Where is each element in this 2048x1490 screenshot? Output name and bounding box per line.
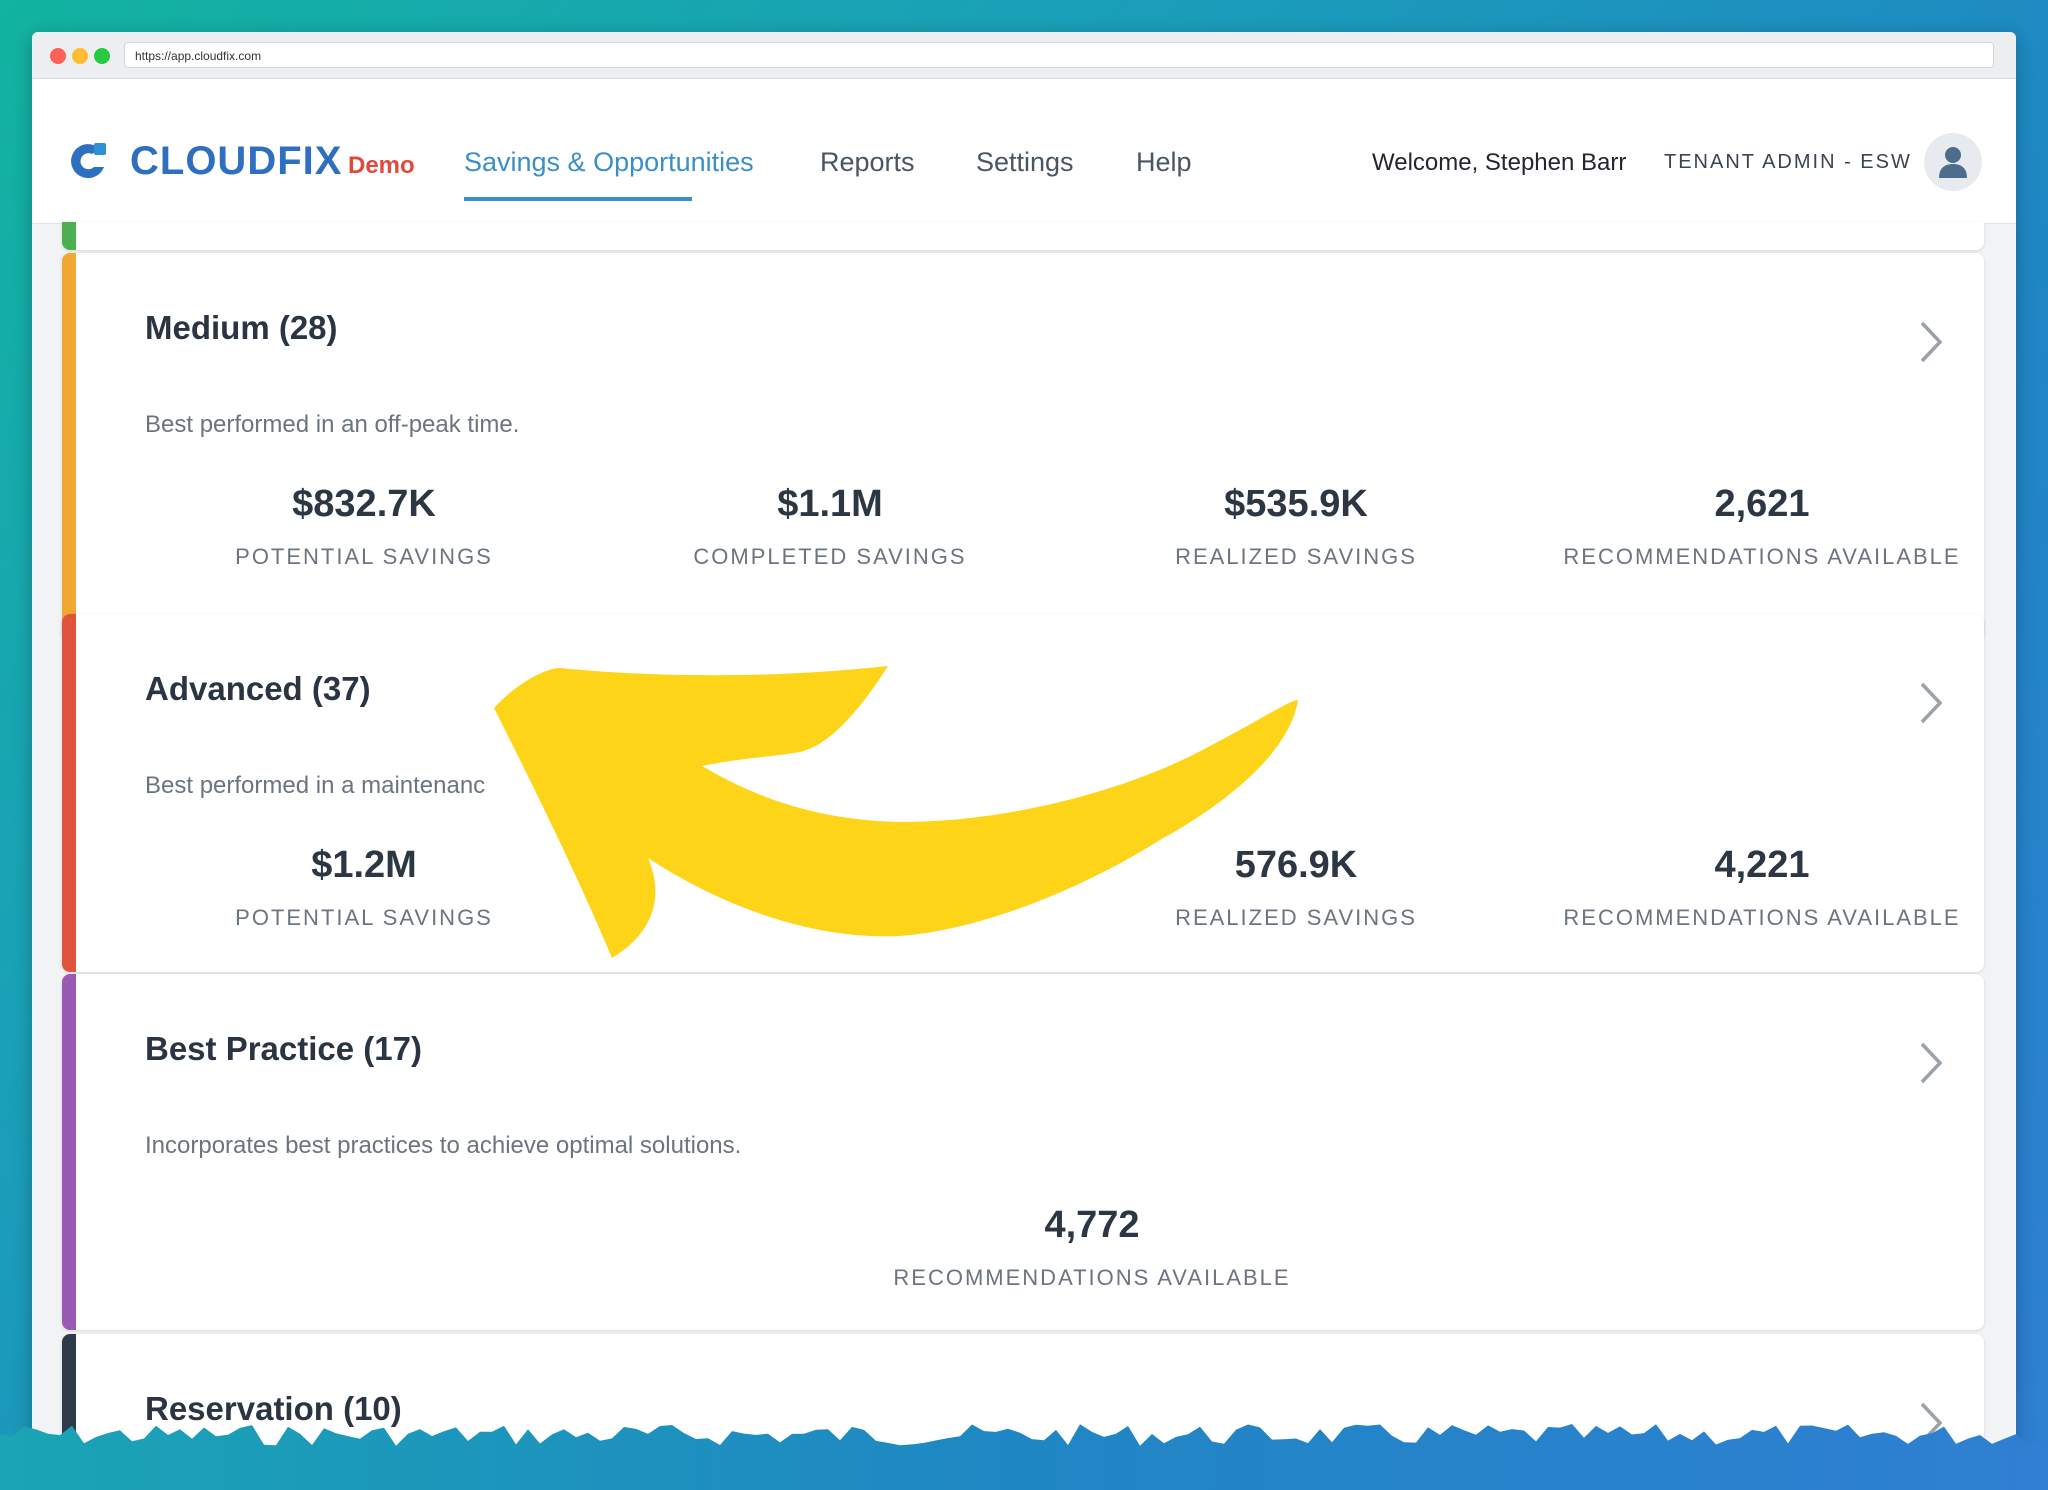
stat-recommendations: 4,221 RECOMMENDATIONS AVAILABLE: [1532, 844, 1984, 931]
stat-value: 4,772: [1044, 1204, 1140, 1246]
chevron-right-icon[interactable]: [1916, 1040, 1946, 1086]
stat-label: RECOMMENDATIONS AVAILABLE: [1563, 905, 1961, 930]
category-card-medium[interactable]: Medium (28) Best performed in an off-pea…: [62, 253, 1984, 641]
minimize-window-button[interactable]: [72, 48, 88, 64]
nav-savings-opportunities[interactable]: Savings & Opportunities: [464, 147, 754, 177]
browser-titlebar: https://app.cloudfix.com: [32, 32, 2016, 79]
close-window-button[interactable]: [50, 48, 66, 64]
stat-label: REALIZED SAVINGS: [1175, 905, 1417, 930]
previous-card-partial: [62, 222, 1984, 250]
cloudfix-logo-icon: [71, 143, 106, 179]
nav-help[interactable]: Help: [1136, 147, 1192, 177]
stat-recommendations: 2,621 RECOMMENDATIONS AVAILABLE: [1532, 483, 1984, 570]
stat-label: RECOMMENDATIONS AVAILABLE: [893, 1265, 1291, 1290]
nav-reports[interactable]: Reports: [820, 147, 915, 177]
chevron-right-icon[interactable]: [1916, 680, 1946, 726]
stat-label: POTENTIAL SAVINGS: [235, 905, 493, 930]
maximize-window-button[interactable]: [94, 48, 110, 64]
nav-settings[interactable]: Settings: [976, 147, 1074, 177]
stat-value: $1.2M: [311, 844, 417, 886]
card-title: Best Practice (17): [145, 1030, 422, 1067]
stat-realized-savings: 576.9K REALIZED SAVINGS: [1066, 844, 1526, 931]
stat-value: 576.9K: [1234, 844, 1358, 886]
stat-recommendations: 4,772 RECOMMENDATIONS AVAILABLE: [832, 1204, 1352, 1291]
card-accent: [62, 614, 76, 972]
stat-label: POTENTIAL SAVINGS: [235, 544, 493, 569]
chevron-right-icon[interactable]: [1916, 319, 1946, 365]
stat-potential-savings: $1.2M POTENTIAL SAVINGS: [134, 844, 594, 931]
stat-label: COMPLETED SAVINGS: [693, 544, 967, 569]
app-header: CLOUDFIX Demo Savings & Opportunities Re…: [32, 79, 2016, 224]
card-title: Advanced (37): [145, 670, 371, 707]
torn-edge-decoration: [0, 1424, 2048, 1490]
card-description: Best performed in an off-peak time.: [145, 411, 520, 438]
card-title: Medium (28): [145, 309, 338, 346]
category-card-advanced[interactable]: Advanced (37) Best performed in a mainte…: [62, 614, 1984, 972]
card-accent: [62, 974, 76, 1330]
card-title: Reservation (10): [145, 1390, 402, 1427]
category-card-best-practice[interactable]: Best Practice (17) Incorporates best pra…: [62, 974, 1984, 1330]
card-description: Best performed in a maintenanc: [145, 772, 486, 799]
card-accent: [62, 253, 76, 641]
stat-realized-savings: $535.9K REALIZED SAVINGS: [1066, 483, 1526, 570]
card-accent: [62, 1334, 76, 1452]
stat-value: 2,621: [1714, 483, 1810, 525]
stat-potential-savings: $832.7K POTENTIAL SAVINGS: [134, 483, 594, 570]
nav-active-indicator: [464, 197, 692, 201]
stat-completed-savings: $1.1M COMPLETED SAVINGS: [600, 483, 1060, 570]
logo-text: CLOUDFIX: [130, 139, 343, 183]
stat-label: RECOMMENDATIONS AVAILABLE: [1563, 544, 1961, 569]
stat-value: $1.1M: [777, 483, 883, 525]
logo-badge: Demo: [348, 152, 415, 179]
card-description: Incorporates best practices to achieve o…: [145, 1132, 742, 1159]
address-bar[interactable]: https://app.cloudfix.com: [124, 42, 1994, 68]
tenant-role: TENANT ADMIN - ESW: [1664, 151, 1912, 173]
card-accent: [62, 222, 76, 250]
welcome-text: Welcome, Stephen Barr: [1372, 149, 1627, 176]
stat-value: $832.7K: [292, 483, 436, 525]
user-icon: [1939, 147, 1967, 178]
avatar[interactable]: [1924, 133, 1982, 191]
stat-value: $535.9K: [1224, 483, 1368, 525]
stat-value: 4,221: [1714, 844, 1810, 886]
stat-label: REALIZED SAVINGS: [1175, 544, 1417, 569]
browser-window: https://app.cloudfix.com CLOUDFIX Demo S…: [32, 32, 2016, 1452]
